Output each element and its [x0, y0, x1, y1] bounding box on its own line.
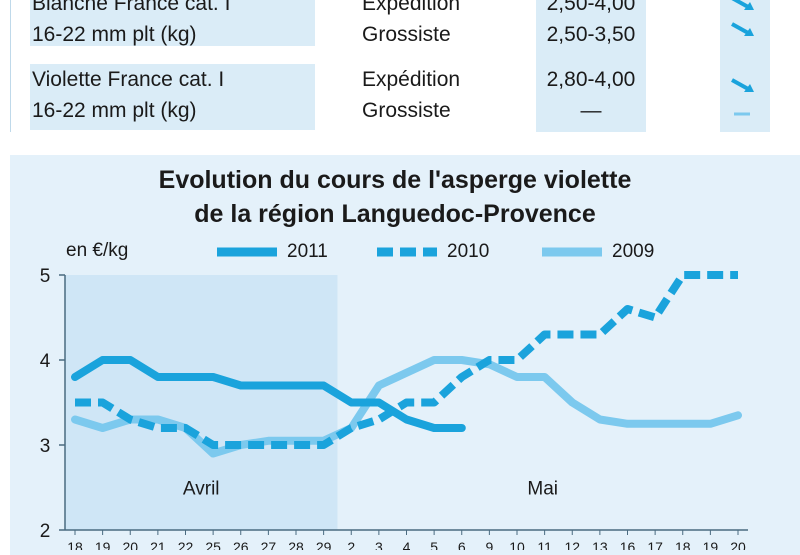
- price-value-1: 2,80-4,00: [546, 68, 636, 91]
- table-row: Blanche France cat. I 16-22 mm plt (kg) …: [30, 0, 772, 46]
- x-tick-label: 3: [375, 539, 383, 550]
- x-tick-label: 4: [403, 539, 411, 550]
- period-label-may: Mai: [527, 479, 558, 500]
- x-tick-label: 16: [620, 539, 636, 550]
- table-row: Violette France cat. I 16-22 mm plt (kg)…: [30, 64, 772, 130]
- price-cell: 2,50-4,00 2,50-3,50: [536, 0, 646, 46]
- period-label-april: Avril: [183, 479, 220, 500]
- product-cell: Violette France cat. I 16-22 mm plt (kg): [30, 64, 315, 130]
- x-tick-label: 26: [233, 539, 249, 550]
- x-tick-label: 10: [509, 539, 525, 550]
- product-name: Violette France cat. I: [32, 68, 225, 91]
- chart-title: Evolution du cours de l'asperge violette…: [10, 163, 780, 231]
- y-tick-label: 4: [40, 351, 51, 372]
- legend-item-2011: 2011: [215, 241, 328, 263]
- trend-down-icon: [731, 78, 754, 92]
- y-tick-label: 2: [40, 521, 51, 542]
- x-tick-label: 28: [288, 539, 304, 550]
- product-spec: 16-22 mm plt (kg): [32, 99, 197, 122]
- x-tick-label: 18: [675, 539, 691, 550]
- price-value-1: 2,50-4,00: [546, 0, 636, 15]
- x-tick-label: 12: [564, 539, 580, 550]
- market-type-1: Expédition: [362, 0, 461, 15]
- x-tick-label: 22: [178, 539, 194, 550]
- series-line-2010: [75, 271, 738, 449]
- product-cell: Blanche France cat. I 16-22 mm plt (kg): [30, 0, 315, 46]
- legend-item-2009: 2009: [540, 241, 654, 263]
- product-spec: 16-22 mm plt (kg): [32, 23, 197, 46]
- x-tick-label: 19: [703, 539, 719, 550]
- line-chart: 2 3 4 5 18 19 20 21 22 25 26 27 28 29 2 3 4 5 6 9 10 11 12 13 16…: [40, 266, 748, 550]
- legend-item-2010: 2010: [375, 241, 489, 263]
- x-tick-label: 5: [430, 539, 438, 550]
- y-tick-label: 3: [40, 436, 51, 457]
- chart-title-line1: Evolution du cours de l'asperge violette: [158, 166, 632, 194]
- legend-swatch-2009: [542, 247, 602, 257]
- x-tick-label: 20: [730, 539, 746, 550]
- market-type-2: Grossiste: [362, 99, 451, 122]
- x-tick-label: 2: [347, 539, 355, 550]
- x-tick-label: 29: [316, 539, 332, 550]
- market-type-cell: Expédition Grossiste: [360, 0, 540, 46]
- legend-swatch-2010: [377, 247, 437, 257]
- legend-label-2010: 2010: [447, 241, 490, 262]
- price-cell: 2,80-4,00 —: [536, 64, 646, 130]
- x-tick-label: 9: [485, 539, 493, 550]
- x-tick-label: 17: [647, 539, 663, 550]
- price-value-2: —: [580, 99, 602, 122]
- x-tick-label: 19: [95, 539, 111, 550]
- x-tick-label: 11: [537, 539, 552, 550]
- april-shade: [65, 275, 338, 530]
- x-tick-label: 6: [458, 539, 466, 550]
- legend-label-2011: 2011: [287, 241, 328, 262]
- y-axis-label: en €/kg: [66, 240, 129, 261]
- chart-title-line2: de la région Languedoc-Provence: [194, 200, 596, 228]
- legend-swatch-2011: [217, 247, 277, 257]
- trend-down-icon: [731, 22, 754, 36]
- x-tick-label: 21: [150, 539, 166, 550]
- price-value-2: 2,50-3,50: [546, 23, 636, 46]
- series-line-2011: [71, 356, 466, 432]
- trend-down-icon: [731, 0, 754, 10]
- trend-stable-icon: [734, 112, 750, 116]
- x-tick-label: 27: [261, 539, 277, 550]
- x-tick-label: 13: [592, 539, 608, 550]
- price-table: Blanche France cat. I 16-22 mm plt (kg) …: [0, 0, 800, 140]
- table-left-border: [10, 0, 11, 132]
- market-type-1: Expédition: [362, 68, 461, 91]
- legend-label-2009: 2009: [612, 241, 655, 262]
- market-type-2: Grossiste: [362, 23, 451, 46]
- product-name: Blanche France cat. I: [32, 0, 231, 15]
- chart-panel: Evolution du cours de l'asperge violette…: [10, 155, 800, 555]
- market-type-cell: Expédition Grossiste: [360, 64, 540, 130]
- trend-column-bg: [720, 0, 770, 132]
- x-tick-label: 25: [205, 539, 221, 550]
- x-tick-label: 20: [122, 539, 138, 550]
- y-tick-label: 5: [40, 266, 51, 287]
- x-tick-label: 18: [67, 539, 83, 550]
